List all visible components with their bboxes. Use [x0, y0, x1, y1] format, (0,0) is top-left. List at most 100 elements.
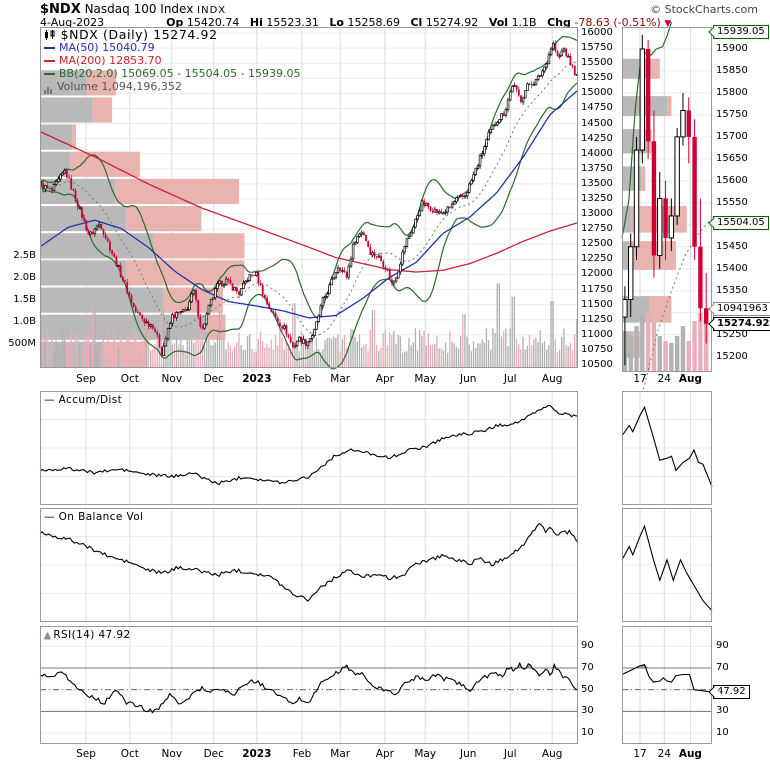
hi-value: 15523.31	[266, 16, 319, 29]
change-direction-icon: ▼	[664, 19, 672, 29]
cl-value: 15274.92	[425, 16, 479, 29]
axis-label: 15250	[716, 328, 748, 340]
ma50-swatch	[44, 47, 55, 49]
axis-label: 10	[716, 727, 729, 739]
axis-label: 24	[657, 748, 671, 760]
chg-value: -78.63 (-0.51%)	[574, 16, 661, 29]
axis-label: Apr	[375, 373, 394, 385]
axis-label: 30	[581, 705, 594, 717]
axis-label: 15700	[716, 130, 748, 142]
legend-title-row: $NDX (Daily) 15274.92	[44, 28, 301, 41]
axis-label: 17	[633, 373, 647, 385]
op-value: 15420.74	[186, 16, 240, 29]
axis-label: Jun	[460, 748, 477, 760]
axis-label: 17	[633, 748, 647, 760]
legend-volume: Volume 1,094,196,352	[44, 80, 301, 94]
axis-label: 15500	[581, 57, 613, 69]
rsi-zoom-chart	[621, 626, 713, 744]
axis-label: Apr	[375, 748, 394, 760]
axis-label: 15250	[581, 72, 613, 84]
axis-label: 2023	[242, 748, 272, 760]
axis-label: 15000	[581, 87, 613, 99]
zoom-price-chart	[621, 21, 713, 395]
lo-label: Lo	[329, 16, 344, 29]
volume-callout: 10941963	[713, 301, 770, 316]
date: 4-Aug-2023	[40, 16, 105, 29]
axis-label: 15750	[716, 108, 748, 120]
ma200-swatch	[44, 60, 55, 62]
axis-label: Mar	[330, 373, 351, 385]
vol-value: 1.1B	[511, 16, 537, 29]
axis-label: 15750	[581, 42, 613, 54]
quote-row: 4-Aug-2023 Op 15420.74 Hi 15523.31 Lo 15…	[40, 16, 671, 29]
chg-label: Chg	[547, 16, 571, 29]
attribution-link[interactable]: © StockCharts.com	[650, 3, 758, 16]
axis-label: Aug	[541, 748, 563, 760]
legend-bb: BB(20,2.0) 15069.05 - 15504.05 - 15939.0…	[44, 67, 301, 80]
axis-label: 24	[657, 373, 671, 385]
rsi-icon: ▲	[44, 631, 52, 641]
accum-dist-label: — Accum/Dist	[44, 394, 123, 406]
axis-label: 11000	[581, 328, 613, 340]
accum-dist-zoom-chart	[621, 391, 713, 505]
axis-label: 15900	[716, 42, 748, 54]
axis-label: Sep	[76, 748, 96, 760]
axis-label: 15650	[716, 152, 748, 164]
price-legend: $NDX (Daily) 15274.92 MA(50) 15040.79 MA…	[44, 28, 301, 94]
op-label: Op	[166, 16, 184, 29]
vol-label: Vol	[488, 16, 509, 29]
axis-label: Nov	[161, 748, 183, 760]
rsi-value-callout: 47.92	[713, 684, 750, 699]
axis-label: 1.5B	[13, 294, 36, 305]
axis-label: Dec	[203, 373, 224, 385]
axis-label: 13250	[581, 193, 613, 204]
axis-label: 1.0B	[13, 316, 36, 327]
exchange: INDX	[197, 5, 227, 16]
axis-label: May	[414, 748, 437, 760]
axis-label: 12500	[581, 238, 613, 250]
axis-label: 15350	[716, 284, 748, 296]
axis-label: 70	[581, 662, 594, 673]
axis-label: 2.5B	[13, 250, 36, 261]
legend-ma200: MA(200) 12853.70	[44, 54, 301, 67]
axis-label: 2023	[242, 373, 272, 385]
axis-label: 90	[716, 640, 729, 652]
last-price-callout: 15274.92	[713, 316, 770, 331]
axis-label: 15450	[716, 240, 748, 252]
axis-label: 11500	[581, 298, 613, 310]
index-name: Nasdaq 100 Index	[84, 2, 194, 16]
axis-label: 13750	[581, 162, 613, 174]
axis-label: 11750	[581, 283, 613, 295]
axis-label: Jul	[503, 748, 517, 760]
axis-label: 11250	[581, 313, 613, 325]
rsi-chart	[39, 626, 579, 744]
chart-style-icon	[45, 30, 55, 40]
axis-label: 90	[581, 640, 594, 652]
main-price-chart	[40, 27, 579, 370]
axis-label: 12000	[581, 268, 613, 280]
axis-label: Dec	[203, 748, 224, 760]
obv-chart	[39, 508, 579, 622]
axis-label: 14750	[581, 102, 613, 114]
axis-label: 2.0B	[13, 272, 36, 283]
axis-label: 15400	[716, 262, 748, 274]
axis-label: 50	[581, 683, 594, 695]
axis-label: 10750	[581, 343, 613, 355]
hi-label: Hi	[249, 16, 263, 29]
obv-zoom-chart	[621, 508, 713, 622]
bb-swatch	[44, 73, 55, 75]
axis-label: 14500	[581, 117, 613, 129]
volume-icon	[44, 81, 53, 94]
chart-header: $NDX Nasdaq 100 Index INDX	[40, 2, 226, 17]
legend-ma50: MA(50) 15040.79	[44, 41, 301, 54]
axis-label: 14000	[581, 147, 613, 159]
axis-label: 12750	[581, 223, 613, 235]
axis-label: 16000	[581, 27, 613, 39]
axis-label: 13500	[581, 177, 613, 189]
axis-label: 12250	[581, 253, 613, 265]
axis-label: Aug	[678, 748, 702, 760]
axis-label: 15850	[716, 64, 748, 76]
axis-label: May	[414, 373, 437, 385]
legend-title: $NDX (Daily) 15274.92	[60, 27, 218, 42]
